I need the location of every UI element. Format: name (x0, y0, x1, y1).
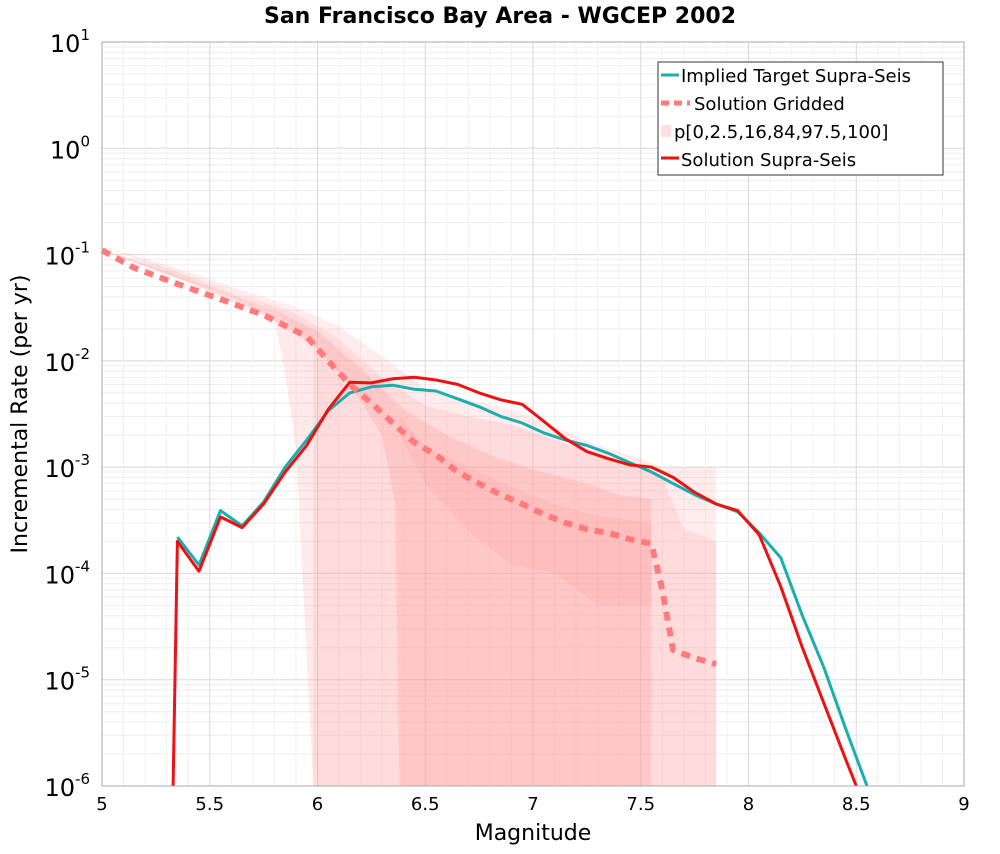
y-tick-label: 10-3 (44, 451, 90, 483)
percentile-band-p16-p84 (102, 250, 652, 786)
y-tick-label: 10-4 (44, 557, 90, 589)
y-tick-label: 10-1 (44, 239, 90, 271)
x-tick-label: 7 (527, 794, 538, 815)
y-tick-label: 10-2 (44, 345, 90, 377)
x-tick-label: 9 (958, 794, 969, 815)
percentile-band-layer (102, 246, 717, 786)
x-tick-label: 5 (96, 794, 107, 815)
legend-label-target: Implied Target Supra-Seis (681, 66, 911, 87)
series-layer (100, 247, 869, 787)
y-tick-label: 101 (50, 26, 90, 58)
series-line-solution-gridded (100, 247, 718, 668)
x-tick-label: 8.5 (842, 794, 871, 815)
y-axis-label: Incremental Rate (per yr) (8, 275, 33, 554)
x-tick-label: 6 (312, 794, 323, 815)
y-tick-labels: 10-6 10-5 10-4 10-3 10-2 10-1 100 101 (44, 26, 90, 802)
percentile-band-median-core (399, 416, 652, 606)
legend-swatch-percentiles (661, 125, 671, 137)
percentile-band-p0-p100 (102, 246, 717, 786)
percentile-band-p2.5-p97.5 (102, 250, 717, 786)
x-tick-label: 7.5 (626, 794, 655, 815)
series-line-solution-supra-seis (171, 375, 858, 787)
plot-frame (101, 41, 965, 787)
x-tick-label: 8 (743, 794, 754, 815)
chart-title: San Francisco Bay Area - WGCEP 2002 (264, 4, 736, 29)
legend: Implied Target Supra-Seis Solution Gridd… (657, 61, 944, 176)
x-tick-label: 6.5 (411, 794, 440, 815)
x-axis-label: Magnitude (475, 821, 592, 846)
legend-label-percentiles: p[0,2.5,16,84,97.5,100] (674, 122, 888, 143)
legend-label-supra: Solution Supra-Seis (681, 150, 856, 171)
legend-label-gridded: Solution Gridded (694, 94, 845, 115)
legend-box (657, 61, 944, 176)
x-tick-label: 5.5 (195, 794, 224, 815)
y-tick-label: 10-6 (44, 770, 90, 802)
y-tick-label: 100 (50, 132, 90, 164)
y-tick-label: 10-5 (44, 664, 90, 696)
x-tick-labels: 5 5.5 6 6.5 7 7.5 8 8.5 9 (96, 794, 969, 815)
